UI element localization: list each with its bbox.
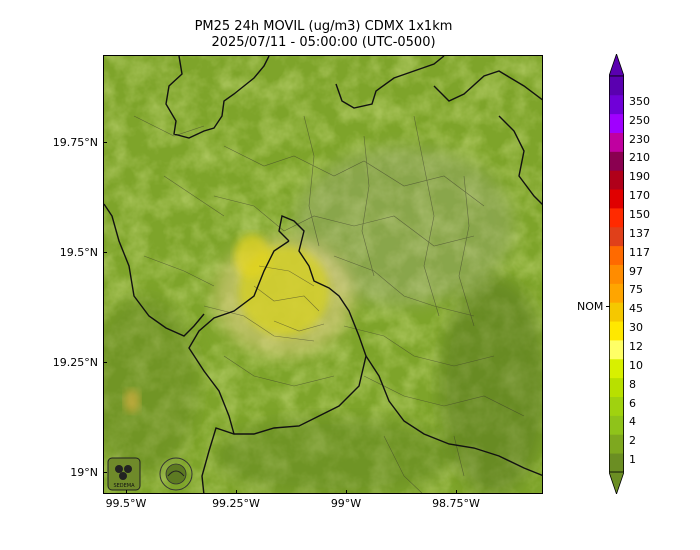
colorbar-segment xyxy=(609,170,624,190)
colorbar-tick-label: 250 xyxy=(629,113,650,127)
lat-label-19-25: 19.25°N xyxy=(52,356,98,369)
lat-label-19-5: 19.5°N xyxy=(59,246,98,259)
colorbar-segment xyxy=(609,226,624,247)
colorbar-segment xyxy=(609,132,624,152)
colorbar-segment xyxy=(609,453,624,473)
lon-tick xyxy=(236,490,237,494)
pm25-hotspot-north xyxy=(234,234,270,278)
colorbar-segment xyxy=(609,208,624,228)
sedema-logo: SEDEMA xyxy=(107,457,141,491)
colorbar-segment xyxy=(609,340,624,360)
colorbar-segment xyxy=(609,434,624,454)
nom-tick xyxy=(606,306,610,307)
lon-tick xyxy=(346,490,347,494)
colorbar-outline xyxy=(609,75,624,473)
svg-text:SEDEMA: SEDEMA xyxy=(113,483,135,489)
colorbar-tick-label: 30 xyxy=(629,321,643,334)
colorbar-tick-label: 10 xyxy=(629,358,643,372)
colorbar-tick-label: 12 xyxy=(629,339,643,353)
colorbar-tick-label: 45 xyxy=(629,302,643,316)
mountain-shade-south xyxy=(214,416,454,493)
mountain-shade-east xyxy=(439,276,542,493)
colorbar-segment xyxy=(609,377,624,397)
lon-label-98-75: 98.75°W xyxy=(432,497,480,510)
colorbar-segment xyxy=(609,189,624,209)
nom-label: NOM xyxy=(577,300,604,313)
lat-label-19-75: 19.75°N xyxy=(52,136,98,149)
municipal-borders xyxy=(133,115,525,493)
colorbar-tick-label: 75 xyxy=(629,283,643,297)
colorbar-segments xyxy=(609,54,624,494)
terrain-map: SEDEMA xyxy=(104,56,542,493)
colorbar-tick-label: 150 xyxy=(629,207,650,221)
lon-tick xyxy=(126,490,127,494)
map-title: PM25 24h MOVIL (ug/m3) CDMX 1x1km 2025/0… xyxy=(103,19,544,51)
lon-tick xyxy=(456,490,457,494)
colorbar-tick-label: 1 xyxy=(629,453,636,466)
lon-label-99-25: 99.25°W xyxy=(212,497,260,510)
colorbar-tick-label: 230 xyxy=(629,132,650,146)
colorbar-segment xyxy=(609,264,624,284)
colorbar-segment xyxy=(609,245,624,265)
title-line-2: 2025/07/11 - 05:00:00 (UTC-0500) xyxy=(211,35,436,50)
colorbar-tick-label: 2 xyxy=(629,434,636,448)
colorbar-tick-label: 137 xyxy=(629,226,650,240)
colorbar-tick-label: 210 xyxy=(629,151,650,165)
lat-tick xyxy=(103,472,107,473)
pm25-spot-west xyxy=(124,389,140,413)
colorbar-arrow-high xyxy=(609,54,624,77)
haze-northeast xyxy=(294,146,514,306)
colorbar-segment xyxy=(609,302,624,322)
colorbar-segment xyxy=(609,358,624,379)
colorbar-tick-label: 6 xyxy=(629,396,636,410)
colorbar-tick-label: 117 xyxy=(629,245,650,259)
colorbar-segment xyxy=(609,283,624,303)
calidad-del-aire-logo xyxy=(159,457,193,491)
lat-tick xyxy=(103,252,107,253)
colorbar-segment xyxy=(609,321,624,341)
colorbar xyxy=(609,54,624,494)
colorbar-segment xyxy=(609,151,624,171)
lat-tick xyxy=(103,142,107,143)
colorbar-segment xyxy=(609,415,624,435)
colorbar-segment xyxy=(609,76,624,96)
colorbar-tick-label: 350 xyxy=(629,94,650,108)
colorbar-segment xyxy=(609,396,624,416)
lat-label-19: 19°N xyxy=(70,466,98,479)
lon-label-99: 99°W xyxy=(330,497,362,510)
colorbar-tick-label: 8 xyxy=(629,377,636,391)
colorbar-tick-label: 4 xyxy=(629,415,636,429)
colorbar-segment xyxy=(609,94,624,115)
colorbar-segment xyxy=(609,113,624,133)
map-panel[interactable]: SEDEMA xyxy=(103,55,543,494)
mountain-shade-west xyxy=(104,296,199,476)
colorbar-tick-label: 190 xyxy=(629,170,650,184)
colorbar-tick-label: 170 xyxy=(629,189,650,202)
state-borders xyxy=(104,56,542,493)
colorbar-tick-label: 97 xyxy=(629,264,643,278)
lat-tick xyxy=(103,362,107,363)
colorbar-arrow-low xyxy=(609,471,624,494)
lon-label-99-5: 99.5°W xyxy=(105,497,147,510)
title-line-1: PM25 24h MOVIL (ug/m3) CDMX 1x1km xyxy=(194,19,453,34)
